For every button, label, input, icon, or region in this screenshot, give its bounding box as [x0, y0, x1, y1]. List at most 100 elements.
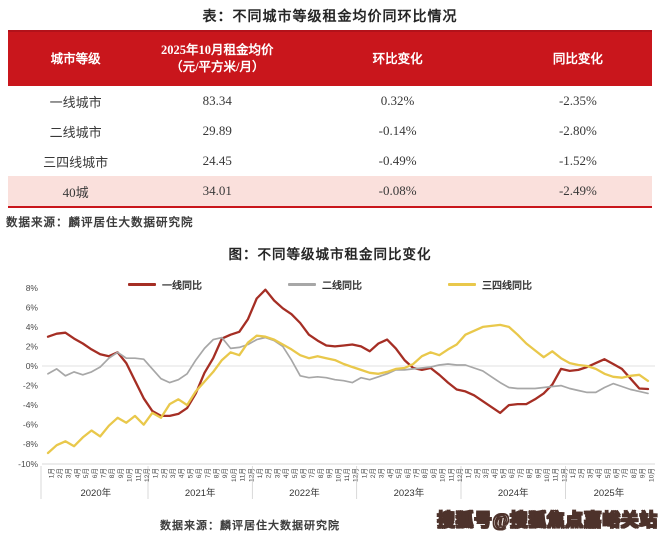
trend-chart: 8%6%4%2%0%-2%-4%-6%-8%-10%1月 2月 3月 4月 5月 6月 7月… [18, 283, 655, 499]
x-axis-month-tick: 4月 [491, 468, 499, 478]
header-yoy-label: 同比变化 [552, 51, 603, 66]
x-axis-month-tick: 1月 [256, 468, 264, 478]
x-axis-month-tick: 1月 [465, 468, 473, 478]
x-axis-month-tick: 6月 [195, 468, 203, 478]
x-axis-month-tick: 12月 [560, 468, 568, 482]
x-axis-year-label: 2024年 [498, 487, 529, 499]
x-axis-month-tick: 12月 [247, 468, 255, 482]
x-axis-month-tick: 3月 [273, 468, 281, 478]
series-line-三四线同比 [46, 323, 650, 455]
x-axis-month-tick: 6月 [404, 468, 412, 478]
x-axis-month-tick: 10月 [439, 468, 447, 482]
table-row: 一线城市 83.34 0.32% -2.35% [8, 86, 652, 116]
x-axis-month-tick: 3月 [65, 468, 73, 478]
table-body: 一线城市 83.34 0.32% -2.35% 二线城市 29.89 -0.14% -2.80… [8, 86, 652, 206]
x-axis-year-label: 2020年 [80, 487, 111, 499]
x-axis-month-tick: 12月 [456, 468, 464, 482]
chart-title: 图：不同等级城市租金同比变化 [228, 247, 432, 262]
cell-mom-change: -0.14% [378, 123, 417, 138]
x-axis-month-tick: 6月 [613, 468, 621, 478]
rent-price-table: 城市等级 2025年10月租金均价 （元/平方米/月） 环比变化 同比变化 一线… [8, 30, 652, 208]
y-axis-tick: 0% [26, 361, 39, 371]
x-axis-month-tick: 7月 [621, 468, 629, 478]
x-axis-year-label: 2023年 [394, 487, 425, 499]
legend-label: 三四线同比 [482, 281, 532, 292]
x-axis-month-tick: 6月 [508, 468, 516, 478]
legend-label: 一线同比 [162, 281, 202, 292]
x-axis-month-tick: 4月 [595, 468, 603, 478]
x-axis-month-tick: 11月 [343, 468, 351, 481]
table-row: 二线城市 29.89 -0.14% -2.80% [8, 116, 652, 146]
legend-label: 二线同比 [322, 281, 362, 292]
table-title: 表：不同城市等级租金均价同环比情况 [202, 10, 458, 25]
x-axis-month-tick: 2月 [369, 468, 377, 478]
header-yoy-change: 同比变化 [504, 51, 652, 68]
legend-item: 二线同比 [288, 277, 362, 292]
x-axis-month-tick: 5月 [291, 468, 299, 478]
x-axis-month-tick: 7月 [100, 468, 108, 478]
y-axis-tick: 6% [26, 302, 39, 312]
x-axis-month-tick: 2月 [473, 468, 481, 478]
x-axis-month-tick: 9月 [639, 468, 647, 478]
cell-mom-change: -0.08% [378, 183, 417, 198]
chart-source: 数据来源：麟评居住大数据研究院 [160, 520, 340, 532]
x-axis-month-tick: 3月 [586, 468, 594, 478]
y-axis-tick: 4% [26, 322, 39, 332]
header-city-tier-label: 城市等级 [50, 51, 101, 66]
x-axis-month-tick: 3月 [378, 468, 386, 478]
x-axis-month-tick: 8月 [630, 468, 638, 478]
x-axis-month-tick: 2月 [265, 468, 273, 478]
y-axis-tick: -2% [23, 381, 39, 391]
x-axis-year-label: 2022年 [289, 487, 320, 499]
x-axis-month-tick: 4月 [386, 468, 394, 478]
x-axis-month-tick: 10月 [543, 468, 551, 482]
legend-item: 一线同比 [128, 277, 202, 292]
x-axis-month-tick: 9月 [430, 468, 438, 478]
x-axis-month-tick: 1月 [569, 468, 577, 478]
x-axis-year-label: 2021年 [185, 487, 216, 499]
x-axis-month-tick: 9月 [221, 468, 229, 478]
x-axis-month-tick: 4月 [178, 468, 186, 478]
x-axis-month-tick: 1月 [152, 468, 160, 478]
table-row: 三四线城市 24.45 -0.49% -1.52% [8, 146, 652, 176]
x-axis-month-tick: 11月 [134, 468, 142, 481]
x-axis-month-tick: 11月 [552, 468, 560, 481]
x-axis-month-tick: 10月 [126, 468, 134, 482]
x-axis-month-tick: 12月 [143, 468, 151, 482]
cell-avg-price: 34.01 [202, 183, 232, 198]
x-axis-month-tick: 2月 [56, 468, 64, 478]
x-axis-month-tick: 3月 [482, 468, 490, 478]
x-axis-month-tick: 8月 [421, 468, 429, 478]
cell-avg-price: 29.89 [202, 123, 232, 138]
x-axis-month-tick: 4月 [282, 468, 290, 478]
x-axis-month-tick: 5月 [395, 468, 403, 478]
x-axis-month-tick: 5月 [500, 468, 508, 478]
cell-city-tier: 一线城市 [49, 94, 102, 110]
table-source: 数据来源：麟评居住大数据研究院 [6, 217, 194, 229]
x-axis-month-tick: 8月 [108, 468, 116, 478]
cell-avg-price: 83.34 [202, 93, 232, 108]
x-axis-month-tick: 11月 [447, 468, 455, 481]
table-header-row: 城市等级 2025年10月租金均价 （元/平方米/月） 环比变化 同比变化 [8, 30, 652, 86]
header-mom-label: 环比变化 [372, 51, 423, 66]
legend-line-swatch [128, 283, 156, 286]
x-axis-month-tick: 4月 [73, 468, 81, 478]
x-axis-month-tick: 2月 [578, 468, 586, 478]
cell-city-tier: 二线城市 [49, 124, 102, 140]
x-axis-month-tick: 3月 [169, 468, 177, 478]
x-axis-month-tick: 7月 [517, 468, 525, 478]
y-axis-tick: 2% [26, 341, 39, 351]
x-axis-month-tick: 6月 [91, 468, 99, 478]
x-axis-month-tick: 1月 [47, 468, 55, 478]
y-axis-tick: 8% [26, 283, 39, 293]
x-axis-month-tick: 12月 [352, 468, 360, 482]
chart-legend: 一线同比 二线同比 三四线同比 [0, 277, 660, 292]
header-mom-change: 环比变化 [291, 51, 504, 68]
x-axis-month-tick: 5月 [604, 468, 612, 478]
x-axis-month-tick: 11月 [239, 468, 247, 481]
header-avg-price-line2: （元/平方米/月） [170, 60, 265, 74]
series-line-一线同比 [46, 288, 650, 418]
x-axis-month-tick: 8月 [526, 468, 534, 478]
cell-yoy-change: -2.35% [558, 93, 597, 108]
x-axis-month-tick: 2月 [160, 468, 168, 478]
